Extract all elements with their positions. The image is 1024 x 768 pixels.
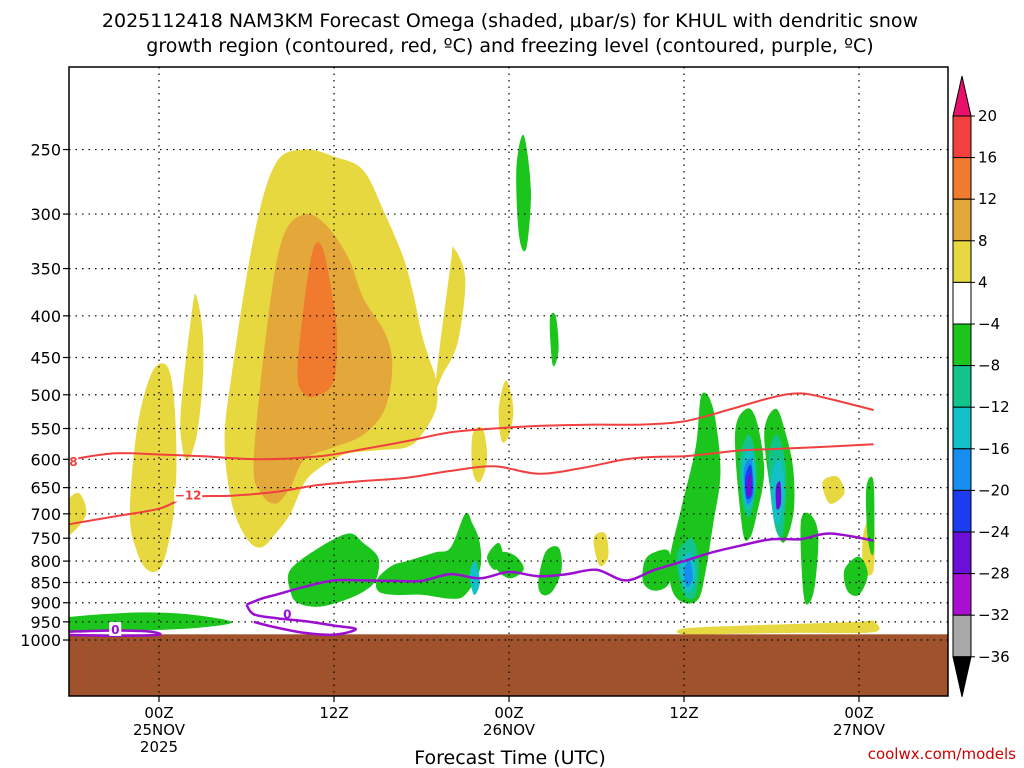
colorbar: 20 16 12 8 4 −4 −8 −12 −16 −20 −24 −28 −32 −36 bbox=[952, 75, 1010, 697]
omega-region bbox=[471, 426, 488, 483]
colorbar-tick-label: −36 bbox=[978, 648, 1010, 666]
x-tick-label: 12Z bbox=[319, 704, 348, 722]
omega-region bbox=[843, 556, 868, 596]
omega-region bbox=[297, 242, 338, 398]
dgz-contour-label: −12 bbox=[175, 489, 202, 503]
freezing-contour-label-bg bbox=[109, 621, 122, 636]
omega-region bbox=[129, 363, 177, 573]
y-tick-label: 300 bbox=[30, 205, 61, 224]
colorbar-bin bbox=[952, 198, 972, 242]
omega-region bbox=[375, 512, 482, 599]
credit-text: coolwx.com/models bbox=[868, 745, 1016, 763]
freezing-contour bbox=[246, 532, 874, 606]
x-axis-label: Forecast Time (UTC) bbox=[414, 747, 605, 768]
omega-region bbox=[676, 620, 880, 635]
colorbar-bin bbox=[952, 406, 972, 450]
y-tick-label: 650 bbox=[30, 479, 61, 498]
omega-region bbox=[180, 293, 204, 460]
dgz-contour bbox=[69, 443, 874, 526]
freezing-contour bbox=[245, 603, 358, 637]
freezing-contour-label: 0 bbox=[283, 607, 291, 621]
dgz-contour-label-bg bbox=[69, 454, 79, 469]
omega-region bbox=[865, 476, 875, 556]
x-tick-label: 25NOV bbox=[133, 721, 186, 739]
omega-region bbox=[516, 134, 531, 252]
y-tick-label: 550 bbox=[30, 420, 61, 439]
y-tick-label: 850 bbox=[30, 574, 61, 593]
y-tick-label: 250 bbox=[30, 141, 61, 160]
omega-region bbox=[593, 532, 609, 567]
y-tick-label: 600 bbox=[30, 450, 61, 469]
freezing-contour-label-bg bbox=[281, 606, 294, 621]
dgz-contour-label: −18 bbox=[51, 455, 78, 469]
colorbar-tick-label: −28 bbox=[978, 565, 1010, 583]
y-tick-label: 350 bbox=[30, 260, 61, 279]
colorbar-bin bbox=[952, 448, 972, 491]
colorbar-tick-label: −24 bbox=[978, 523, 1010, 541]
y-tick-label: 700 bbox=[30, 505, 61, 524]
colorbar-tick-label: −16 bbox=[978, 440, 1010, 458]
colorbar-tick-label: 8 bbox=[978, 232, 988, 250]
colorbar-tick-label: −4 bbox=[978, 315, 1000, 333]
colorbar-bin bbox=[952, 573, 972, 616]
grid-lines bbox=[69, 67, 948, 696]
y-tick-label: 900 bbox=[30, 594, 61, 613]
colorbar-tick-label: 16 bbox=[978, 149, 997, 167]
x-tick-label: 26NOV bbox=[483, 721, 536, 739]
chart-title-line-1: 2025112418 NAM3KM Forecast Omega (shaded… bbox=[102, 10, 918, 32]
contour-lines: −18 −12 0 0 bbox=[51, 392, 874, 637]
omega-region bbox=[287, 533, 380, 607]
x-tick-label: 12Z bbox=[669, 704, 698, 722]
dgz-contour-label-bg bbox=[174, 487, 203, 502]
y-tick-label: 950 bbox=[30, 613, 61, 632]
x-tick-label: 00Z bbox=[144, 704, 173, 722]
colorbar-bottom-arrow bbox=[952, 656, 972, 697]
omega-shading bbox=[69, 134, 880, 635]
y-tick-label: 400 bbox=[30, 307, 61, 326]
x-tick-label: 00Z bbox=[844, 704, 873, 722]
y-tick-label: 800 bbox=[30, 552, 61, 571]
y-tick-label: 450 bbox=[30, 349, 61, 368]
colorbar-tick-label: 4 bbox=[978, 273, 988, 291]
omega-region bbox=[683, 560, 693, 587]
x-tick-label: 2025 bbox=[140, 738, 178, 756]
colorbar-bin bbox=[952, 489, 972, 533]
omega-region bbox=[775, 481, 782, 510]
colorbar-bin bbox=[952, 281, 972, 325]
omega-region bbox=[487, 542, 504, 570]
colorbar-tick-label: 20 bbox=[978, 107, 997, 125]
omega-region bbox=[549, 312, 559, 367]
omega-region bbox=[746, 473, 752, 497]
colorbar-tick-label: −8 bbox=[978, 357, 1000, 375]
y-tick-label: 500 bbox=[30, 386, 61, 405]
colorbar-tick-label: −12 bbox=[978, 398, 1010, 416]
x-tick-label: 27NOV bbox=[833, 721, 886, 739]
colorbar-bin bbox=[952, 614, 972, 658]
dgz-contour bbox=[69, 392, 874, 461]
y-axis: 2503003504004505005506006507007508008509… bbox=[20, 141, 69, 650]
omega-region bbox=[435, 245, 466, 389]
omega-region bbox=[69, 492, 87, 536]
colorbar-bin bbox=[952, 157, 972, 200]
freezing-contour-label: 0 bbox=[111, 623, 119, 637]
chart-title-line-2: growth region (contoured, red, ºC) and f… bbox=[146, 35, 873, 57]
colorbar-bin bbox=[952, 115, 972, 159]
omega-region bbox=[822, 476, 845, 504]
colorbar-tick-label: −32 bbox=[978, 606, 1010, 624]
y-tick-label: 750 bbox=[30, 529, 61, 548]
colorbar-bin bbox=[952, 531, 972, 575]
colorbar-bin bbox=[952, 323, 972, 367]
x-tick-label: 00Z bbox=[494, 704, 523, 722]
colorbar-bin bbox=[952, 240, 972, 283]
colorbar-bin bbox=[952, 365, 972, 408]
colorbar-tick-label: 12 bbox=[978, 190, 997, 208]
freezing-contour bbox=[69, 629, 162, 637]
y-tick-label: 1000 bbox=[20, 631, 61, 650]
colorbar-tick-label: −20 bbox=[978, 481, 1010, 499]
